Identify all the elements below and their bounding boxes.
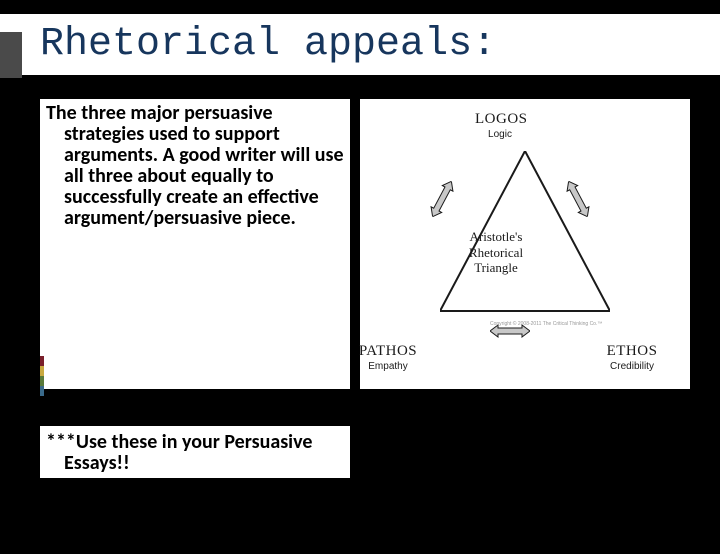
- content-row: The three major persuasive strategies us…: [0, 75, 720, 389]
- diagram-copyright: Copyright © 2008-2011 The Critical Think…: [490, 321, 602, 327]
- vertex-logos: LOGOS Logic: [475, 111, 525, 140]
- cbar-4: [40, 386, 44, 396]
- text-column: The three major persuasive strategies us…: [40, 99, 350, 389]
- center-line2: Rhetorical: [469, 245, 523, 260]
- rhetorical-triangle-diagram: LOGOS Logic PATHOS Empathy ETHOS Credibi…: [360, 99, 690, 389]
- vertex-logos-title: LOGOS: [475, 111, 525, 128]
- cbar-2: [40, 366, 44, 376]
- vertex-pathos: PATHOS Empathy: [358, 343, 418, 372]
- title-accent-bar: [0, 32, 22, 78]
- vertex-pathos-sub: Empathy: [358, 361, 418, 372]
- vertex-logos-sub: Logic: [475, 129, 525, 140]
- note-wrap: ***Use these in your Persuasive Essays!!: [40, 426, 350, 478]
- vertex-ethos-sub: Credibility: [602, 361, 662, 372]
- cbar-1: [40, 356, 44, 366]
- center-label: Aristotle's Rhetorical Triangle: [456, 229, 536, 276]
- body-paragraph: The three major persuasive strategies us…: [46, 103, 344, 229]
- note-paragraph: ***Use these in your Persuasive Essays!!: [46, 432, 344, 474]
- vertex-pathos-title: PATHOS: [358, 343, 418, 360]
- cbar-3: [40, 376, 44, 386]
- center-line3: Triangle: [474, 260, 518, 275]
- accent-color-bars: [40, 356, 44, 396]
- vertex-ethos-title: ETHOS: [602, 343, 662, 360]
- slide-title: Rhetorical appeals:: [0, 14, 720, 75]
- vertex-ethos: ETHOS Credibility: [602, 343, 662, 372]
- center-line1: Aristotle's: [470, 229, 523, 244]
